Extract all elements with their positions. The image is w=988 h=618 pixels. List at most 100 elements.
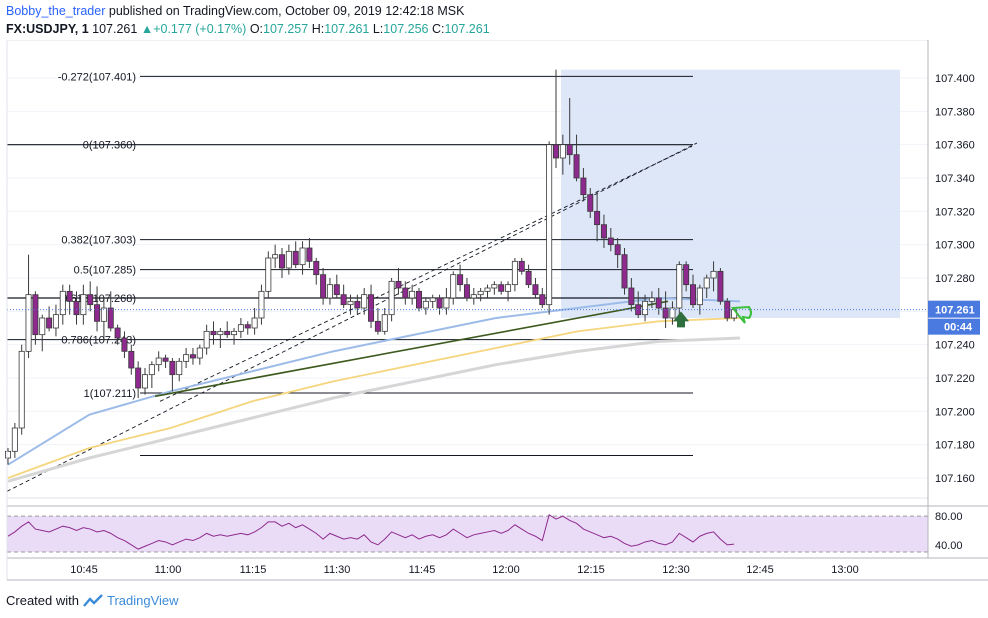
ema-slow-line <box>7 336 741 483</box>
candle-body <box>258 290 265 319</box>
candle <box>189 348 196 365</box>
candle-body <box>217 330 224 336</box>
candle-body <box>80 294 87 316</box>
candle-body <box>662 307 669 319</box>
candle-body <box>320 274 327 299</box>
candle-body <box>361 294 368 309</box>
candle <box>381 308 388 335</box>
rsi-tick-label: 80.00 <box>935 511 963 523</box>
candle-body <box>395 280 402 289</box>
price-tick-label: 107.220 <box>935 373 975 385</box>
tradingview-link[interactable]: TradingView <box>106 593 179 608</box>
candle <box>80 284 87 325</box>
candle <box>148 361 155 388</box>
candle-body <box>422 300 429 309</box>
countdown-tag <box>928 318 980 335</box>
price-chart[interactable]: -0.272(107.401) 0(107.360) 0.382(107.303) 0… <box>0 40 988 585</box>
candle-body <box>333 284 340 296</box>
candle-body <box>580 177 587 196</box>
candle <box>231 328 238 345</box>
candle-body <box>141 374 148 389</box>
candle <box>162 354 169 368</box>
candle <box>539 288 546 308</box>
candle <box>450 271 457 305</box>
price-tick-label: 107.280 <box>935 273 975 285</box>
candle-body <box>292 250 299 266</box>
candle-body <box>607 237 614 246</box>
candle-body <box>265 257 272 292</box>
candle-body <box>614 244 621 256</box>
price-axis[interactable] <box>928 40 988 498</box>
symbol-label[interactable]: FX:USDJPY, 1 <box>6 22 89 36</box>
author-link[interactable]: Bobby_the_trader <box>6 4 106 18</box>
close-value: 107.261 <box>444 22 490 36</box>
candle-body <box>176 360 183 376</box>
time-tick-label: 13:00 <box>831 564 859 576</box>
tradingview-logo-icon <box>83 593 103 607</box>
candle <box>573 134 580 182</box>
candle-body <box>477 290 484 296</box>
candle-body <box>73 300 80 316</box>
candle <box>662 291 669 328</box>
candle <box>73 291 80 325</box>
last-price: 107.261 <box>92 22 138 36</box>
candle-body <box>52 314 59 329</box>
candle <box>463 278 470 302</box>
candle <box>176 358 183 382</box>
candle-body <box>648 297 655 302</box>
candle <box>66 284 73 315</box>
dashed-trend-line <box>6 142 698 492</box>
candle-body <box>703 277 710 289</box>
countdown-value: 00:44 <box>944 322 973 334</box>
candle <box>642 294 649 322</box>
price-change: +0.177 (+0.17%) <box>153 22 247 36</box>
open-value: 107.257 <box>263 22 309 36</box>
candle-body <box>381 314 388 332</box>
candle <box>320 268 327 305</box>
candle-body <box>676 264 683 309</box>
publish-info: Bobby_the_trader published on TradingVie… <box>6 4 464 18</box>
candle <box>39 314 46 352</box>
candle <box>285 244 292 275</box>
candle <box>628 278 635 312</box>
time-tick-label: 12:30 <box>662 564 690 576</box>
candle-body <box>470 294 477 299</box>
candle-body <box>559 144 566 159</box>
candle-body <box>94 304 101 322</box>
candle-body <box>655 297 662 309</box>
candle <box>306 238 313 268</box>
candle <box>546 141 553 315</box>
candle-body <box>669 307 676 319</box>
candle-body <box>18 350 25 429</box>
candle <box>415 288 422 312</box>
candle-body <box>25 294 32 352</box>
candle <box>511 258 518 292</box>
rsi-tick-label: 40.00 <box>935 540 963 552</box>
candle <box>710 261 717 292</box>
candle-body <box>600 224 607 239</box>
candle-body <box>5 450 11 459</box>
candle-body <box>107 307 114 329</box>
candle <box>587 188 594 218</box>
candle <box>46 306 53 332</box>
candle-body <box>628 287 635 306</box>
candle-body <box>388 280 395 316</box>
price-tick-label: 107.180 <box>935 440 975 452</box>
candle-body <box>46 317 53 329</box>
close-label: C: <box>431 22 445 36</box>
candle <box>114 324 121 345</box>
candle <box>614 238 621 268</box>
candle <box>368 284 375 328</box>
candle-body <box>539 294 546 306</box>
candle <box>299 241 306 275</box>
candle <box>155 351 162 372</box>
candle-body <box>231 330 238 336</box>
low-label: L: <box>372 22 384 36</box>
candle-body <box>696 287 703 306</box>
candle-body <box>443 297 450 309</box>
candle <box>87 281 94 312</box>
candle-body <box>148 364 155 376</box>
candle-body <box>299 247 306 266</box>
candle-body <box>306 247 313 262</box>
candle-body <box>196 347 203 359</box>
